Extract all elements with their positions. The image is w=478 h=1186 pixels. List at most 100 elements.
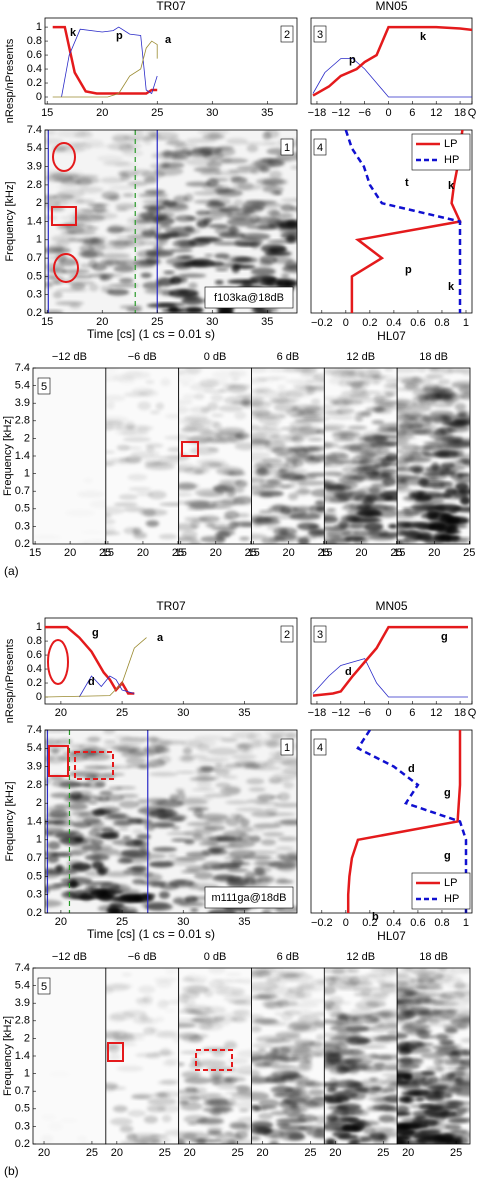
- spectrogram-texture: [410, 1060, 424, 1066]
- spectrogram-texture: [331, 399, 364, 406]
- annotation: t: [405, 177, 409, 189]
- spectrogram-bg: [33, 368, 106, 544]
- spectrogram-texture: [190, 1010, 205, 1015]
- y-tick-label: 1: [36, 621, 42, 633]
- spectrogram-texture: [211, 1076, 221, 1086]
- spectrogram-texture: [403, 511, 421, 517]
- spectrogram-texture: [45, 247, 71, 254]
- spectrogram-texture: [251, 426, 270, 430]
- spectrogram-texture: [397, 1111, 412, 1117]
- x-tick-label: 1: [463, 317, 469, 329]
- spectrogram-texture: [45, 820, 66, 825]
- spectrogram-texture: [346, 1025, 369, 1032]
- spectrogram-texture: [222, 516, 233, 520]
- spectrogram-texture: [68, 280, 95, 285]
- spectrogram-texture: [74, 816, 90, 820]
- spectrogram-texture: [45, 130, 56, 135]
- spectrogram-texture: [115, 786, 137, 790]
- spectrogram-texture: [272, 1092, 294, 1099]
- spectrogram-texture: [47, 841, 61, 850]
- spectrogram-texture: [110, 1117, 133, 1126]
- spectrogram-texture: [455, 482, 470, 491]
- spectrogram-texture: [275, 846, 295, 851]
- spectrogram-texture: [111, 983, 134, 989]
- spectrogram-texture: [189, 382, 215, 392]
- spectrogram-texture: [118, 494, 138, 500]
- spectrogram-texture: [83, 478, 93, 483]
- spectrogram-texture: [143, 508, 156, 517]
- spectrogram-texture: [159, 502, 179, 507]
- spectrogram-texture: [369, 1052, 379, 1062]
- series-label: k: [70, 27, 77, 39]
- spectrogram-texture: [447, 1117, 470, 1123]
- spectrogram-texture: [416, 368, 428, 373]
- spectrogram-texture: [182, 1131, 210, 1141]
- panel-label-box: [313, 738, 327, 756]
- spectrogram-texture: [175, 856, 207, 861]
- spectrogram-texture: [68, 274, 93, 279]
- y-tick-label: 0.2: [15, 1138, 30, 1150]
- spectrogram-texture: [121, 371, 151, 380]
- data-line: [52, 40, 158, 98]
- spectrogram-texture: [176, 791, 186, 801]
- spectrogram-texture: [209, 1072, 223, 1080]
- spectrogram-texture: [373, 406, 385, 412]
- spectrogram-texture: [270, 399, 297, 403]
- spectrogram-texture: [350, 1048, 361, 1055]
- chart-title: MN05: [375, 599, 407, 613]
- spectrogram-texture: [105, 1043, 119, 1051]
- spectrogram-texture: [159, 1048, 171, 1057]
- spectrogram-texture: [261, 908, 271, 913]
- spectrogram-texture: [324, 442, 340, 449]
- spectrogram-texture: [255, 468, 271, 477]
- spectrogram-texture: [50, 792, 73, 799]
- spectrogram-texture: [454, 403, 467, 411]
- spectrogram-texture: [337, 1039, 350, 1043]
- spectrogram-texture: [81, 251, 98, 258]
- x-axis-label: HL07: [377, 329, 406, 343]
- spectrogram-texture: [145, 250, 174, 258]
- subpanel-title: −12 dB: [52, 351, 87, 363]
- annotation: d: [408, 763, 415, 775]
- spectrogram-texture: [266, 524, 282, 531]
- spectrogram-texture: [359, 449, 382, 457]
- spectrogram-texture: [66, 859, 83, 868]
- spectrogram-texture: [270, 734, 283, 740]
- spectrogram-texture: [432, 974, 454, 981]
- spectrogram-texture: [264, 986, 293, 996]
- x-tick-label: −12: [331, 707, 350, 719]
- x-tick-label: 25: [116, 707, 128, 719]
- caption-box: [204, 886, 294, 909]
- spectrogram-texture: [236, 165, 267, 170]
- spectrogram-texture: [113, 502, 138, 507]
- y-tick-label: 3.9: [15, 997, 30, 1009]
- x-tick-label: 20: [96, 316, 108, 328]
- spectrogram-texture: [264, 130, 280, 139]
- spectrogram-texture: [272, 473, 303, 481]
- spectrogram-texture: [122, 835, 132, 840]
- spectrogram-texture: [251, 1043, 273, 1048]
- x-tick-label: −0.2: [311, 317, 333, 329]
- x-tick-label: 35: [261, 107, 273, 119]
- panel-label-box: [37, 377, 51, 395]
- spectrogram-texture: [280, 1074, 310, 1084]
- spectrogram-texture: [105, 195, 122, 200]
- spectrogram-texture: [278, 1124, 307, 1132]
- spectrogram-texture: [148, 736, 159, 742]
- spectrogram-texture: [178, 1062, 185, 1067]
- spectrogram-texture: [97, 867, 107, 876]
- spectrogram-texture: [126, 1133, 138, 1141]
- spectrogram-texture: [105, 458, 118, 466]
- x-tick-label: 20: [55, 916, 67, 928]
- spectrogram-texture: [214, 991, 241, 995]
- plot-area: [52, 25, 158, 98]
- spectrogram-texture: [314, 500, 325, 506]
- spectrogram-texture: [311, 1095, 325, 1102]
- spectrogram-texture: [234, 479, 248, 488]
- x-tick-label: 30: [177, 707, 189, 719]
- spectrogram-texture: [307, 529, 325, 537]
- spectrogram-texture: [324, 986, 337, 995]
- legend-box: [411, 872, 471, 910]
- spectrogram-texture: [220, 1012, 248, 1019]
- axes-frame: [310, 129, 473, 314]
